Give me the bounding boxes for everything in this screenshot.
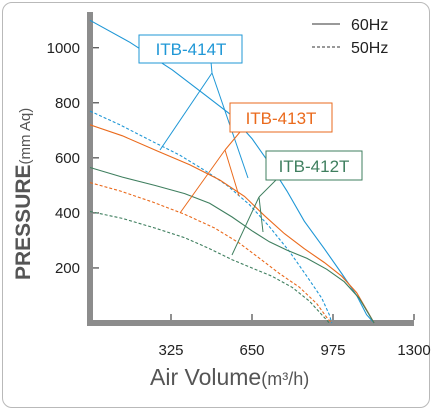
y-axis-title-main: PRESSURE (12, 164, 35, 280)
legend-label-50hz: 50Hz (351, 40, 388, 57)
callout-layer: ITB-414T ITB-413T ITB-412T (138, 34, 363, 256)
x-axis-title-main: Air Volume (150, 364, 261, 390)
y-tick-label: 1000 (47, 40, 80, 57)
y-tick-label: 400 (55, 205, 80, 222)
callout-label: ITB-412T (279, 157, 350, 176)
callout-leader (258, 179, 277, 198)
x-tick-label: 975 (320, 342, 345, 359)
legend-label-60hz: 60Hz (351, 17, 388, 34)
y-tick-label: 800 (55, 95, 80, 112)
x-axis-title: Air Volume(m³/h) (150, 364, 309, 390)
x-tick-label: 650 (239, 342, 264, 359)
callout-box (229, 102, 333, 133)
x-tick-label: 325 (158, 342, 183, 359)
y-tick-label: 600 (55, 150, 80, 167)
callout-label: ITB-413T (246, 109, 317, 128)
callout-box (138, 34, 243, 64)
callout-leader (231, 196, 260, 256)
y-axis-title-unit: (mm Aq) (17, 108, 34, 165)
series-line-itb-412t-50hz (89, 210, 330, 324)
callout-leader (258, 196, 264, 233)
series-line-itb-414t-50hz (89, 110, 333, 324)
callout-leader (159, 72, 213, 151)
callout-leader (224, 149, 240, 197)
callout-leader (179, 149, 226, 214)
callout-leader (210, 62, 213, 74)
axis-ticks: 200 400 600 800 1000 325 650 975 1300 (47, 40, 431, 359)
callout-box (265, 150, 363, 181)
x-axis-title-unit: (m³/h) (261, 369, 309, 389)
series-line-itb-413t-60hz (89, 124, 375, 324)
y-axis-title: PRESSURE(mm Aq) (12, 108, 35, 280)
callout-leader (224, 131, 241, 151)
legend: 60Hz 50Hz (312, 17, 388, 57)
callout-label: ITB-414T (156, 40, 227, 59)
x-tick-label: 1300 (397, 342, 430, 359)
series-line-itb-412t-60hz (89, 166, 375, 324)
y-tick-label: 200 (55, 260, 80, 277)
